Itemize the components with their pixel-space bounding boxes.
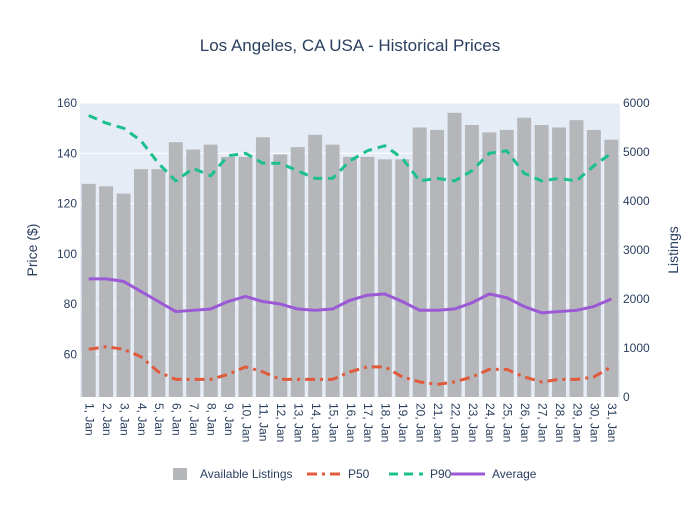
bar — [238, 156, 253, 397]
x-tick-label: 13, Jan — [292, 403, 306, 442]
bar — [81, 183, 96, 397]
x-tick-label: 19, Jan — [396, 403, 410, 442]
x-tick-label: 6, Jan — [170, 403, 184, 436]
x-tick-label: 15, Jan — [326, 403, 340, 442]
bar — [168, 142, 183, 397]
bar — [517, 117, 532, 397]
x-tick-label: 20, Jan — [414, 403, 428, 442]
bar — [569, 120, 584, 398]
x-tick-label: 11, Jan — [257, 403, 271, 441]
x-tick-label: 30, Jan — [588, 403, 602, 442]
bar — [308, 134, 323, 397]
legend-item: P90 — [389, 467, 452, 481]
bar — [255, 137, 270, 398]
x-tick-label: 2, Jan — [100, 403, 114, 436]
bar — [151, 169, 166, 397]
bar — [343, 156, 357, 397]
legend-label: Available Listings — [200, 467, 293, 481]
bar — [395, 159, 410, 397]
x-tick-label: 16, Jan — [344, 403, 358, 442]
y-tick-label: 80 — [64, 297, 78, 311]
bar — [290, 147, 305, 397]
bar — [134, 169, 148, 397]
legend-item: P50 — [307, 467, 370, 481]
legend-label: Average — [492, 467, 537, 481]
series-line-p90 — [88, 114, 613, 183]
x-tick-label: 5, Jan — [152, 403, 166, 436]
y2-tick-label: 6000 — [623, 96, 650, 110]
bar — [534, 125, 549, 398]
y2-axis-label: Listings — [665, 226, 681, 273]
line-series — [88, 114, 613, 386]
y2-tick-label: 2000 — [623, 292, 650, 306]
bar — [430, 129, 445, 397]
y2-tick-label: 3000 — [623, 243, 650, 257]
x-tick-label: 12, Jan — [274, 403, 288, 442]
bar — [186, 149, 201, 397]
bar — [447, 112, 462, 398]
y2-tick-label: 5000 — [623, 145, 650, 159]
bar — [203, 144, 218, 397]
bar — [499, 129, 514, 397]
x-tick-label: 4, Jan — [135, 403, 149, 436]
bar — [464, 125, 479, 398]
x-tick-label: 9, Jan — [222, 403, 236, 436]
bar — [360, 156, 375, 397]
x-tick-label: 24, Jan — [483, 403, 497, 442]
x-tick-label: 23, Jan — [466, 403, 480, 442]
y-tick-label: 140 — [57, 146, 77, 160]
x-tick-label: 21, Jan — [431, 403, 445, 442]
y2-tick-label: 0 — [623, 390, 630, 404]
x-tick-label: 3, Jan — [117, 403, 131, 436]
legend-item: Available Listings — [173, 467, 293, 481]
legend-swatch — [173, 468, 187, 480]
x-tick-label: 17, Jan — [361, 403, 375, 442]
x-tick-label: 1, Jan — [83, 403, 97, 436]
bar — [604, 139, 619, 397]
legend: Available Listings P50 P90 Average — [173, 467, 537, 481]
x-tick-label: 25, Jan — [501, 403, 515, 442]
axes: 60 80 100 120 140 160 0 1000 2000 3000 4000 5000 600… — [57, 96, 650, 442]
x-tick-label: 7, Jan — [187, 403, 201, 436]
series-line-p50 — [88, 345, 613, 386]
y-tick-label: 120 — [57, 197, 77, 211]
bar — [552, 127, 566, 397]
x-tick-label: 14, Jan — [309, 403, 323, 442]
bar — [273, 154, 288, 397]
bar — [116, 193, 131, 397]
chart-title: Los Angeles, CA USA - Historical Prices — [200, 36, 500, 55]
y-tick-label: 100 — [57, 247, 77, 261]
bar — [221, 156, 236, 397]
series-line-average — [88, 277, 612, 315]
x-tick-label: 27, Jan — [535, 403, 549, 442]
x-tick-label: 8, Jan — [204, 403, 218, 436]
x-tick-label: 29, Jan — [570, 403, 584, 442]
y2-tick-label: 1000 — [623, 341, 650, 355]
x-tick-label: 18, Jan — [379, 403, 393, 442]
bar — [377, 159, 392, 397]
bar — [586, 129, 601, 397]
x-tick-label: 26, Jan — [518, 403, 532, 442]
legend-label: P90 — [430, 467, 452, 481]
legend-item: Average — [451, 467, 537, 481]
x-tick-label: 10, Jan — [239, 403, 253, 442]
x-tick-label: 28, Jan — [553, 403, 567, 442]
x-tick-label: 31, Jan — [605, 403, 619, 442]
bar — [412, 127, 427, 397]
bar — [482, 132, 497, 397]
legend-label: P50 — [348, 467, 370, 481]
y2-tick-label: 4000 — [623, 194, 650, 208]
y-tick-label: 160 — [57, 96, 77, 110]
bar — [325, 144, 340, 397]
y-tick-label: 60 — [64, 347, 78, 361]
bars-series — [81, 112, 619, 398]
x-tick-label: 22, Jan — [448, 403, 462, 442]
y-axis-label: Price ($) — [24, 224, 40, 277]
bar — [99, 186, 114, 397]
